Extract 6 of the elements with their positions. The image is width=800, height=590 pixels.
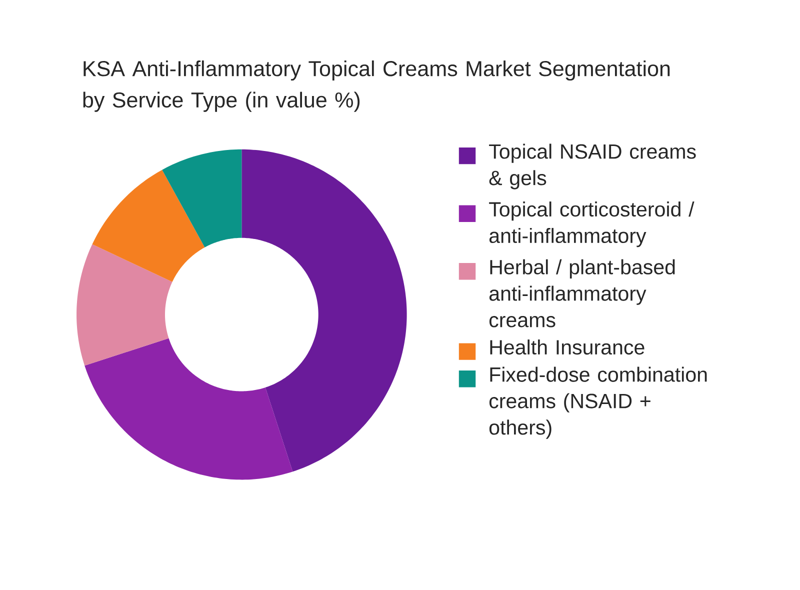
legend-label: Topical corticosteroid / anti-inflammatory — [489, 202, 694, 248]
legend-label: Topical NSAID creams & gels — [489, 144, 696, 190]
legend-label: Herbal / plant-based anti-inflammatory creams — [489, 259, 675, 328]
chart-title: KSA Anti-Inflammatory Topical Creams Market Segmentation by Service Type (in value %) — [83, 60, 670, 112]
legend-label: Health Insurance — [490, 340, 644, 355]
legend-label: Fixed-dose combination creams (NSAID + others) — [489, 366, 707, 439]
